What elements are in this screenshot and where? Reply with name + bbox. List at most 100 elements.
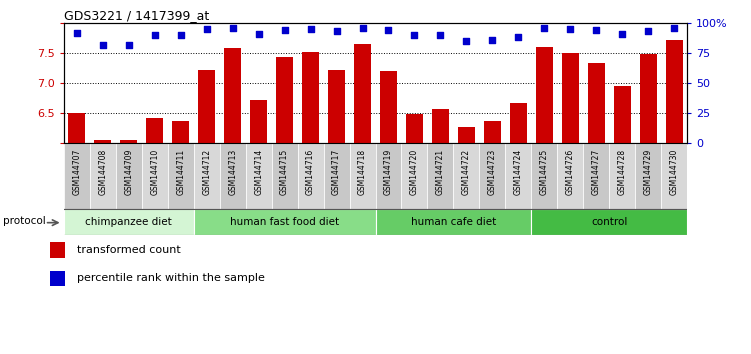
Text: GSM144708: GSM144708	[98, 149, 107, 195]
Text: human fast food diet: human fast food diet	[230, 217, 339, 227]
Point	[330, 29, 342, 34]
Bar	[427, 143, 454, 209]
Point	[668, 25, 680, 31]
Text: GSM144712: GSM144712	[202, 149, 211, 195]
Text: GSM144714: GSM144714	[254, 149, 263, 195]
Bar	[297, 143, 324, 209]
Text: GSM144715: GSM144715	[280, 149, 289, 195]
Bar	[665, 40, 683, 143]
Point	[122, 42, 134, 47]
Text: chimpanzee diet: chimpanzee diet	[86, 217, 172, 227]
Bar	[614, 86, 631, 143]
Bar	[198, 70, 215, 143]
Bar	[349, 143, 376, 209]
Text: GSM144729: GSM144729	[644, 149, 653, 195]
Bar	[376, 143, 402, 209]
Point	[409, 32, 421, 38]
Bar	[510, 103, 526, 143]
Text: GSM144728: GSM144728	[618, 149, 627, 195]
Bar	[354, 44, 371, 143]
Bar	[220, 143, 246, 209]
Text: percentile rank within the sample: percentile rank within the sample	[77, 273, 264, 284]
Bar	[484, 120, 501, 143]
Point	[487, 37, 499, 43]
Text: GDS3221 / 1417399_at: GDS3221 / 1417399_at	[64, 9, 209, 22]
Text: GSM144711: GSM144711	[176, 149, 185, 195]
Text: GSM144718: GSM144718	[358, 149, 367, 195]
Bar	[272, 143, 297, 209]
Point	[149, 32, 161, 38]
Bar	[146, 118, 163, 143]
Bar	[120, 141, 137, 143]
Bar	[588, 63, 605, 143]
Bar	[194, 143, 220, 209]
Bar	[276, 57, 293, 143]
Point	[305, 26, 317, 32]
Text: human cafe diet: human cafe diet	[411, 217, 496, 227]
Text: GSM144719: GSM144719	[384, 149, 393, 195]
Point	[227, 25, 239, 31]
Bar	[432, 109, 449, 143]
Point	[201, 26, 213, 32]
Text: GSM144710: GSM144710	[150, 149, 159, 195]
Text: GSM144721: GSM144721	[436, 149, 445, 195]
Bar	[640, 54, 656, 143]
Text: GSM144730: GSM144730	[670, 149, 679, 195]
Text: GSM144707: GSM144707	[72, 149, 81, 195]
Point	[460, 38, 472, 44]
Bar	[116, 143, 142, 209]
Bar	[194, 209, 376, 235]
Bar	[324, 143, 349, 209]
Bar	[635, 143, 661, 209]
Bar	[90, 143, 116, 209]
Bar	[64, 143, 90, 209]
Bar	[68, 113, 86, 143]
Bar	[50, 270, 65, 286]
Text: GSM144726: GSM144726	[566, 149, 575, 195]
Bar	[557, 143, 584, 209]
Text: GSM144709: GSM144709	[124, 149, 133, 195]
Text: GSM144724: GSM144724	[514, 149, 523, 195]
Bar	[167, 143, 194, 209]
Text: GSM144717: GSM144717	[332, 149, 341, 195]
Point	[175, 32, 187, 38]
Point	[252, 31, 264, 37]
Point	[590, 27, 602, 33]
Bar	[246, 143, 272, 209]
Bar	[64, 209, 194, 235]
Point	[97, 42, 109, 47]
Bar	[562, 53, 579, 143]
Bar	[406, 114, 423, 143]
Bar	[250, 100, 267, 143]
Text: control: control	[591, 217, 627, 227]
Text: protocol: protocol	[3, 216, 46, 226]
Bar	[536, 47, 553, 143]
Point	[512, 35, 524, 40]
Text: GSM144716: GSM144716	[306, 149, 315, 195]
Point	[564, 26, 576, 32]
Bar	[50, 242, 65, 258]
Bar	[584, 143, 609, 209]
Bar	[505, 143, 532, 209]
Bar	[532, 143, 557, 209]
Bar	[172, 121, 189, 143]
Bar	[532, 209, 687, 235]
Bar	[402, 143, 427, 209]
Text: GSM144722: GSM144722	[462, 149, 471, 195]
Point	[357, 25, 369, 31]
Bar	[661, 143, 687, 209]
Text: GSM144727: GSM144727	[592, 149, 601, 195]
Bar	[458, 127, 475, 143]
Point	[434, 32, 446, 38]
Bar	[380, 71, 397, 143]
Text: GSM144713: GSM144713	[228, 149, 237, 195]
Text: GSM144723: GSM144723	[488, 149, 497, 195]
Text: GSM144725: GSM144725	[540, 149, 549, 195]
Text: GSM144720: GSM144720	[410, 149, 419, 195]
Bar	[302, 52, 319, 143]
Point	[538, 25, 550, 31]
Point	[642, 29, 654, 34]
Bar	[376, 209, 532, 235]
Text: transformed count: transformed count	[77, 245, 180, 255]
Bar	[95, 141, 111, 143]
